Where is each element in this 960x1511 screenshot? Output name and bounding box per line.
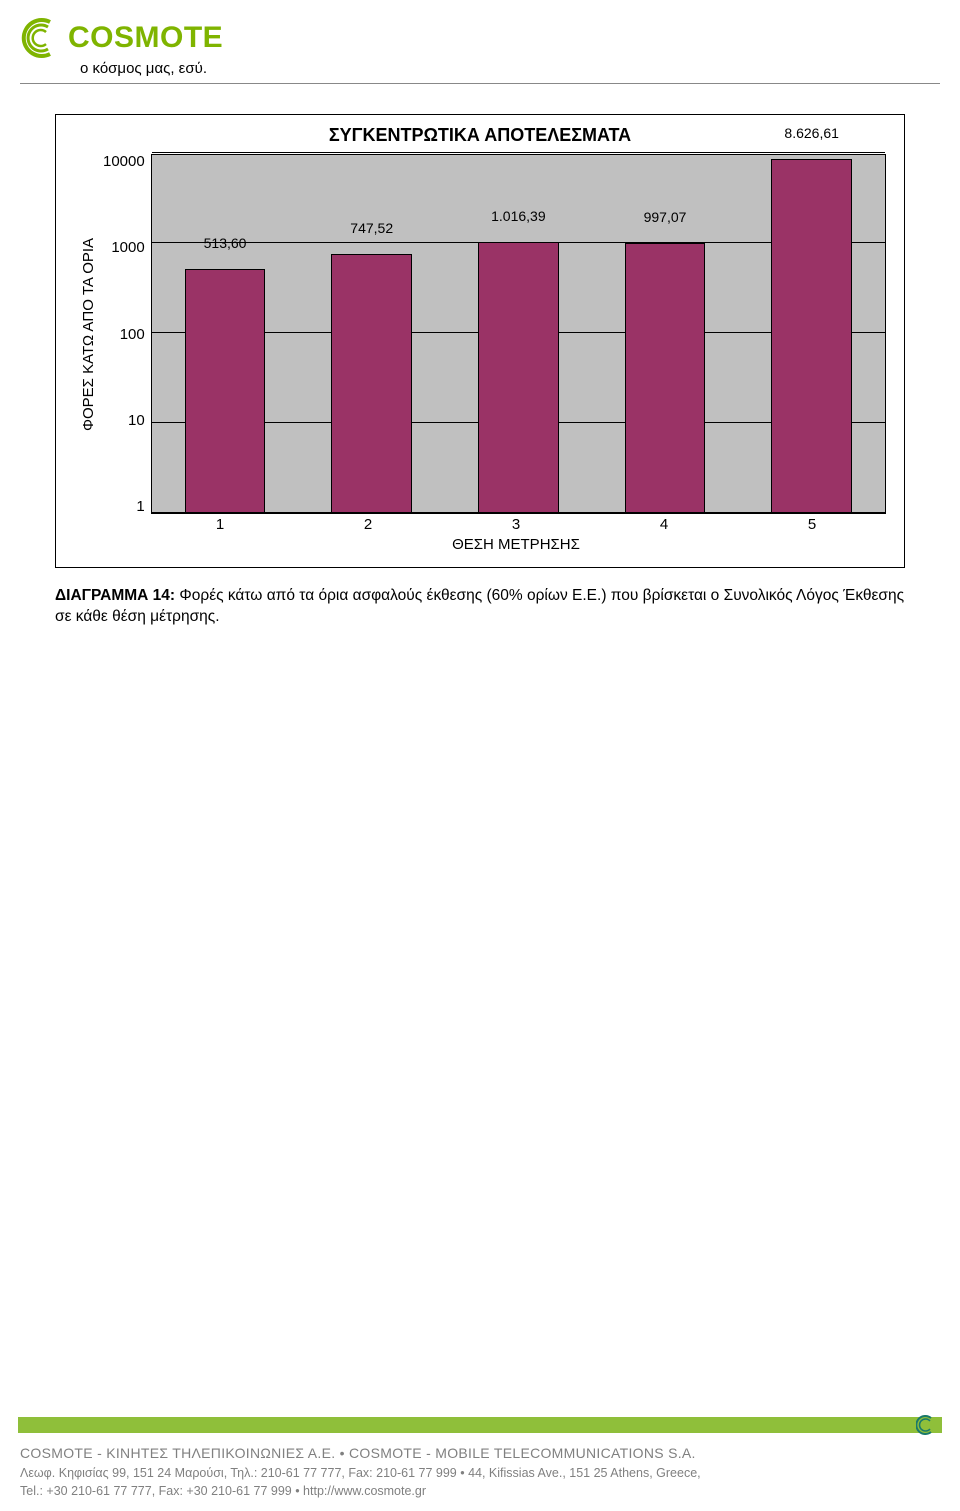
footer-arc-icon bbox=[916, 1415, 936, 1440]
x-tick: 4 bbox=[660, 516, 668, 533]
brand-name: COSMOTE bbox=[68, 21, 223, 55]
x-axis-label: ΘΕΣΗ ΜΕΤΡΗΣΗΣ bbox=[146, 536, 886, 553]
bar-value-label: 1.016,39 bbox=[491, 208, 546, 224]
y-axis-label: ΦΟΡΕΣ ΚΑΤΩ ΑΠΟ ΤΑ ΟΡΙΑ bbox=[74, 154, 103, 514]
x-tick: 1 bbox=[216, 516, 224, 533]
plot-area: 513,60747,521.016,39997,078.626,61 bbox=[151, 154, 886, 514]
y-tick: 100 bbox=[120, 327, 145, 342]
bar-value-label: 747,52 bbox=[350, 220, 393, 236]
brand-tagline: ο κόσμος μας, εσύ. bbox=[80, 60, 960, 77]
page-footer: COSMOTE - ΚΙΝΗΤΕΣ ΤΗΛΕΠΙΚΟΙΝΩΝΙΕΣ Α.Ε. •… bbox=[0, 1417, 960, 1511]
footer-contact: Tel.: +30 210-61 77 777, Fax: +30 210-61… bbox=[20, 1482, 940, 1501]
chart-caption: ΔΙΑΓΡΑΜΜΑ 14: Φορές κάτω από τα όρια ασφ… bbox=[55, 586, 905, 628]
brand-logo: COSMOTE bbox=[20, 18, 960, 58]
bar bbox=[185, 269, 266, 513]
y-tick: 10000 bbox=[103, 154, 145, 169]
y-axis-ticks: 10000 1000 100 10 1 bbox=[103, 154, 151, 514]
caption-body: Φορές κάτω από τα όρια ασφαλούς έκθεσης … bbox=[55, 587, 904, 625]
grid-line bbox=[152, 152, 885, 153]
y-tick: 1 bbox=[136, 499, 144, 514]
logo-arc-icon bbox=[20, 18, 60, 58]
footer-address: Λεωφ. Κηφισίας 99, 151 24 Μαρούσι, Τηλ.:… bbox=[20, 1464, 940, 1483]
bar bbox=[478, 242, 559, 513]
bar bbox=[331, 254, 412, 513]
page-header: COSMOTE ο κόσμος μας, εσύ. bbox=[0, 0, 960, 77]
y-tick: 1000 bbox=[111, 240, 144, 255]
footer-text: COSMOTE - ΚΙΝΗΤΕΣ ΤΗΛΕΠΙΚΟΙΝΩΝΙΕΣ Α.Ε. •… bbox=[0, 1439, 960, 1511]
bar-value-label: 8.626,61 bbox=[784, 125, 839, 141]
x-axis-ticks: 1 2 3 4 5 bbox=[146, 514, 886, 534]
y-tick: 10 bbox=[128, 413, 145, 428]
x-tick: 2 bbox=[364, 516, 372, 533]
x-tick: 5 bbox=[808, 516, 816, 533]
caption-lead: ΔΙΑΓΡΑΜΜΑ 14: bbox=[55, 587, 175, 604]
chart-title: ΣΥΓΚΕΝΤΡΩΤΙΚΑ ΑΠΟΤΕΛΕΣΜΑΤΑ bbox=[74, 125, 886, 146]
bar-value-label: 997,07 bbox=[644, 209, 687, 225]
footer-company: COSMOTE - ΚΙΝΗΤΕΣ ΤΗΛΕΠΙΚΟΙΝΩΝΙΕΣ Α.Ε. •… bbox=[20, 1443, 940, 1464]
bar bbox=[771, 159, 852, 513]
footer-accent-bar bbox=[18, 1417, 942, 1433]
header-divider bbox=[20, 83, 940, 84]
x-tick: 3 bbox=[512, 516, 520, 533]
bar-value-label: 513,60 bbox=[204, 235, 247, 251]
chart-container: ΣΥΓΚΕΝΤΡΩΤΙΚΑ ΑΠΟΤΕΛΕΣΜΑΤΑ ΦΟΡΕΣ ΚΑΤΩ ΑΠ… bbox=[55, 114, 905, 568]
bar bbox=[625, 243, 706, 513]
